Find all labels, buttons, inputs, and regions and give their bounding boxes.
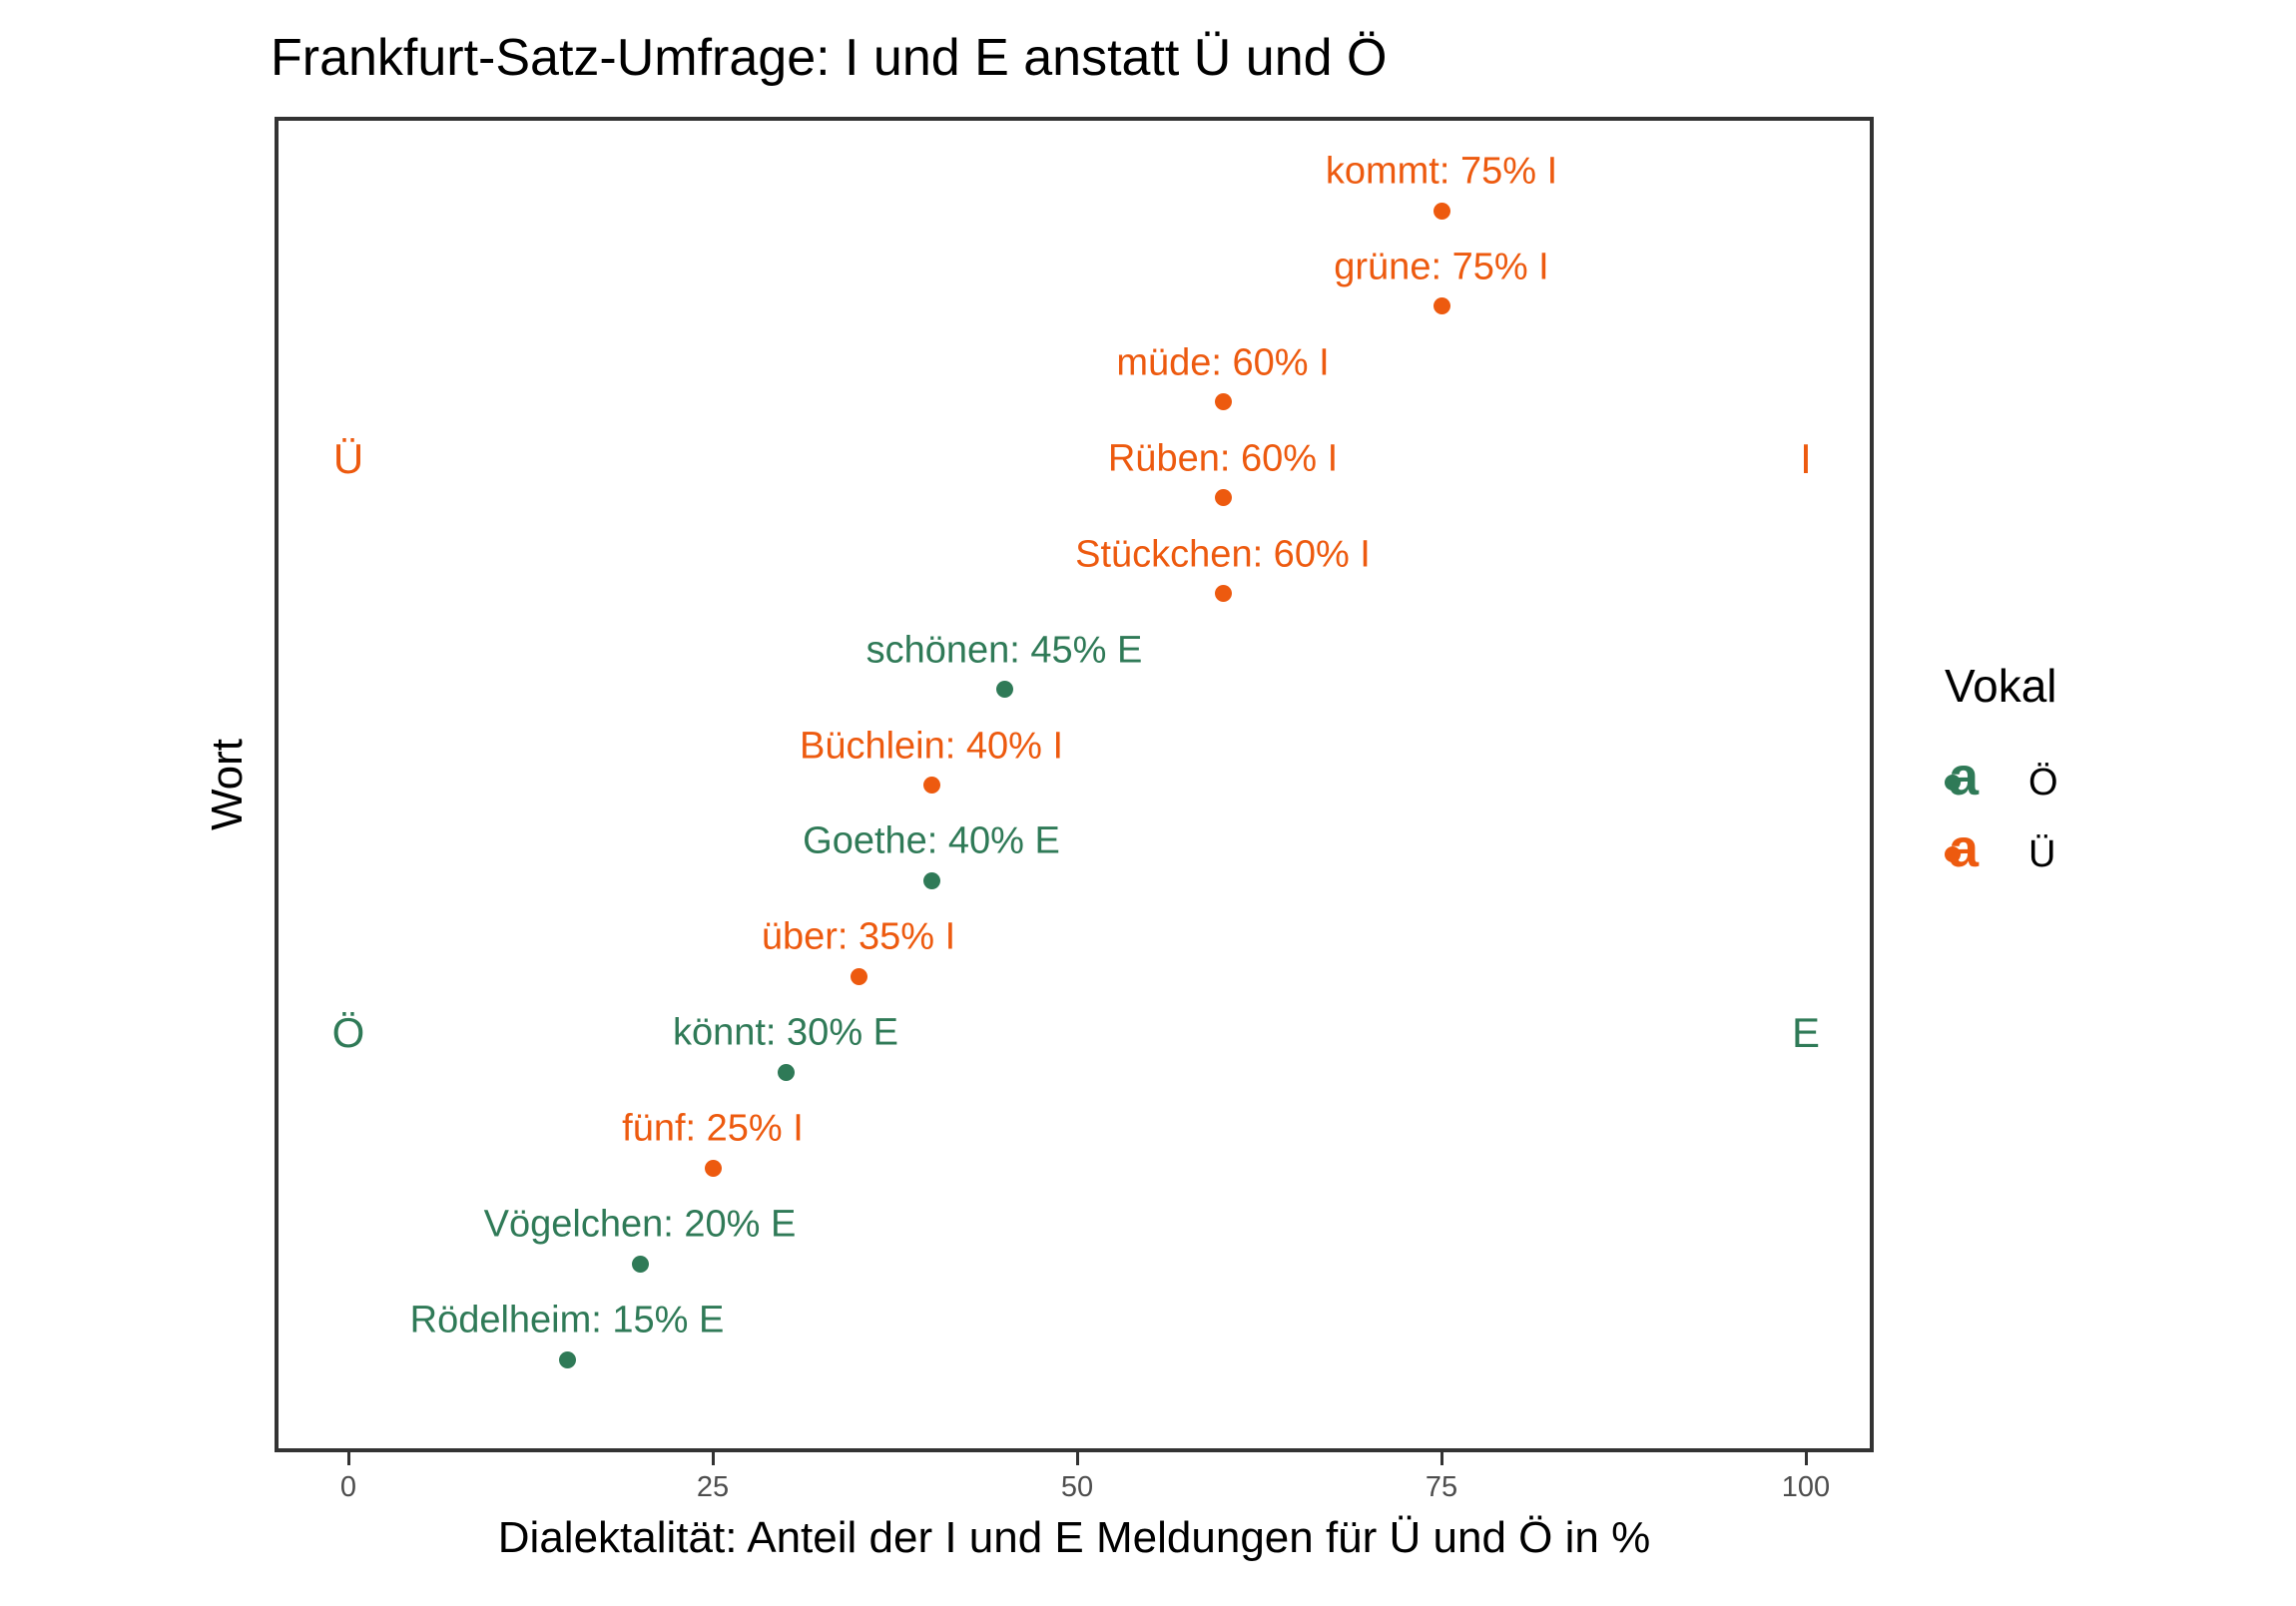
point-label: grüne: 75% I — [1334, 246, 1549, 288]
x-tick-mark — [711, 1452, 715, 1465]
data-point — [704, 1159, 722, 1177]
data-point — [777, 1063, 795, 1081]
vowel-annotation: Ü — [332, 434, 364, 482]
x-tick-mark — [1804, 1452, 1808, 1465]
data-point — [850, 967, 867, 985]
data-point — [995, 681, 1013, 699]
point-label: Rüben: 60% I — [1107, 437, 1339, 480]
x-tick-mark — [1439, 1452, 1443, 1465]
legend-label: Ü — [2028, 832, 2056, 875]
point-label: schönen: 45% E — [865, 629, 1143, 672]
point-label: fünf: 25% I — [622, 1107, 804, 1150]
data-point — [558, 1350, 576, 1368]
x-tick-label: 50 — [1060, 1471, 1094, 1503]
data-point — [922, 777, 940, 795]
legend-text-key: a — [1949, 747, 1980, 806]
chart-title: Frankfurt-Satz-Umfrage: I und E anstatt … — [271, 29, 1388, 87]
data-point — [1433, 297, 1450, 315]
point-label: Goethe: 40% E — [803, 819, 1060, 862]
vowel-annotation: E — [1791, 1009, 1821, 1057]
point-label: könnt: 30% E — [672, 1011, 899, 1054]
point-label: müde: 60% I — [1116, 341, 1330, 384]
x-tick-label: 0 — [339, 1471, 357, 1503]
y-axis-title: Wort — [203, 738, 252, 831]
data-point — [922, 871, 940, 889]
vowel-annotation: I — [1800, 434, 1812, 482]
data-point — [631, 1255, 649, 1273]
x-tick-mark — [1075, 1452, 1079, 1465]
x-tick-mark — [346, 1452, 350, 1465]
data-point — [1214, 393, 1232, 411]
point-label: über: 35% I — [761, 915, 956, 958]
point-label: Stückchen: 60% I — [1075, 533, 1371, 576]
legend-point-icon — [1945, 846, 1961, 862]
legend-key-icon: a — [1945, 818, 2003, 884]
legend-label: Ö — [2028, 761, 2058, 803]
data-point — [1433, 202, 1450, 220]
x-tick-label: 25 — [696, 1471, 730, 1503]
plot-panel — [275, 117, 1874, 1452]
legend-text-key: a — [1949, 818, 1980, 878]
vowel-annotation: Ö — [331, 1009, 365, 1057]
point-label: Rödelheim: 15% E — [409, 1299, 725, 1341]
legend-title: Vokal — [1945, 660, 2057, 712]
point-label: Büchlein: 40% I — [799, 725, 1064, 768]
x-axis-title: Dialektalität: Anteil der I und E Meldun… — [497, 1513, 1651, 1562]
data-point — [1214, 585, 1232, 603]
legend-key-icon: a — [1945, 747, 2003, 812]
x-tick-label: 75 — [1425, 1471, 1458, 1503]
x-tick-label: 100 — [1781, 1471, 1831, 1503]
point-label: Vögelchen: 20% E — [483, 1203, 797, 1246]
point-label: kommt: 75% I — [1325, 150, 1558, 193]
legend-point-icon — [1945, 775, 1961, 791]
data-point — [1214, 489, 1232, 507]
